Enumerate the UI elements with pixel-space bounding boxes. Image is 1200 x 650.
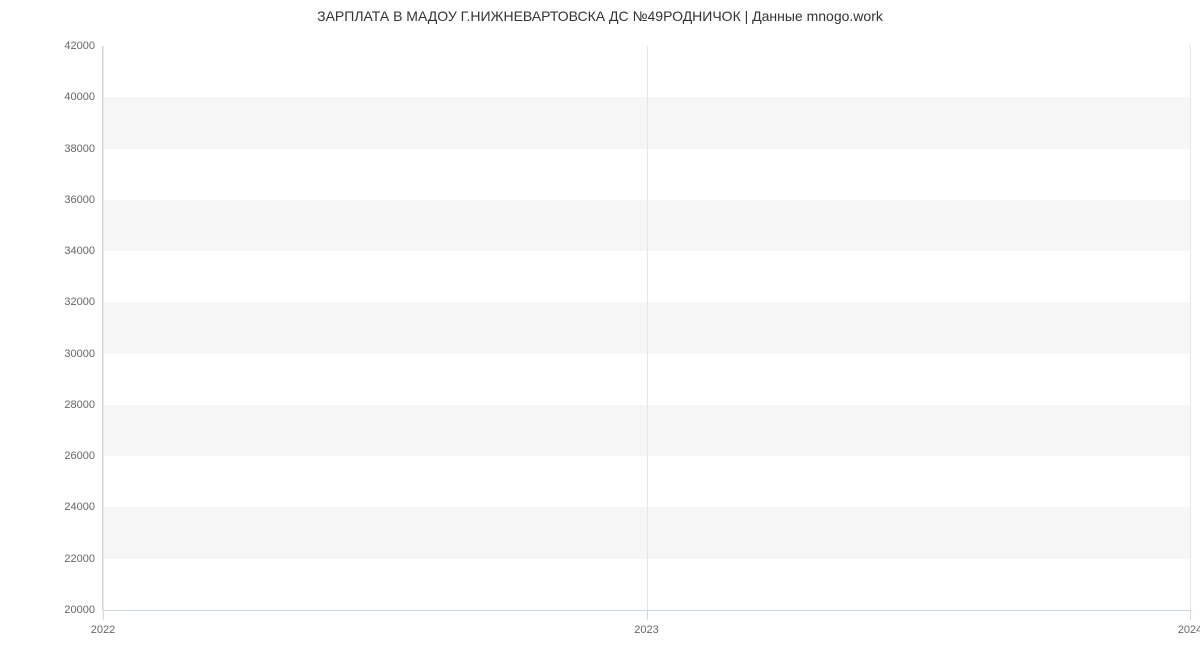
y-tick-label: 28000 (64, 399, 103, 411)
x-gridline (103, 46, 104, 610)
x-tick-label: 2022 (91, 610, 115, 636)
y-axis-line (102, 46, 103, 610)
y-tick-label: 40000 (64, 91, 103, 103)
x-tick-label: 2023 (634, 610, 658, 636)
salary-line-chart: ЗАРПЛАТА В МАДОУ Г.НИЖНЕВАРТОВСКА ДС №49… (0, 0, 1200, 650)
y-tick-label: 32000 (64, 296, 103, 308)
chart-title: ЗАРПЛАТА В МАДОУ Г.НИЖНЕВАРТОВСКА ДС №49… (0, 8, 1200, 24)
x-gridline (1190, 46, 1191, 610)
x-axis-line (103, 610, 1190, 611)
y-tick-label: 38000 (64, 143, 103, 155)
x-gridline (647, 46, 648, 610)
x-tick-label: 2024 (1178, 610, 1200, 636)
y-tick-label: 22000 (64, 553, 103, 565)
y-tick-label: 26000 (64, 450, 103, 462)
y-tick-label: 24000 (64, 501, 103, 513)
y-tick-label: 30000 (64, 348, 103, 360)
plot-area: 2000022000240002600028000300003200034000… (103, 46, 1190, 610)
y-tick-label: 34000 (64, 245, 103, 257)
y-tick-label: 36000 (64, 194, 103, 206)
y-tick-label: 42000 (64, 40, 103, 52)
